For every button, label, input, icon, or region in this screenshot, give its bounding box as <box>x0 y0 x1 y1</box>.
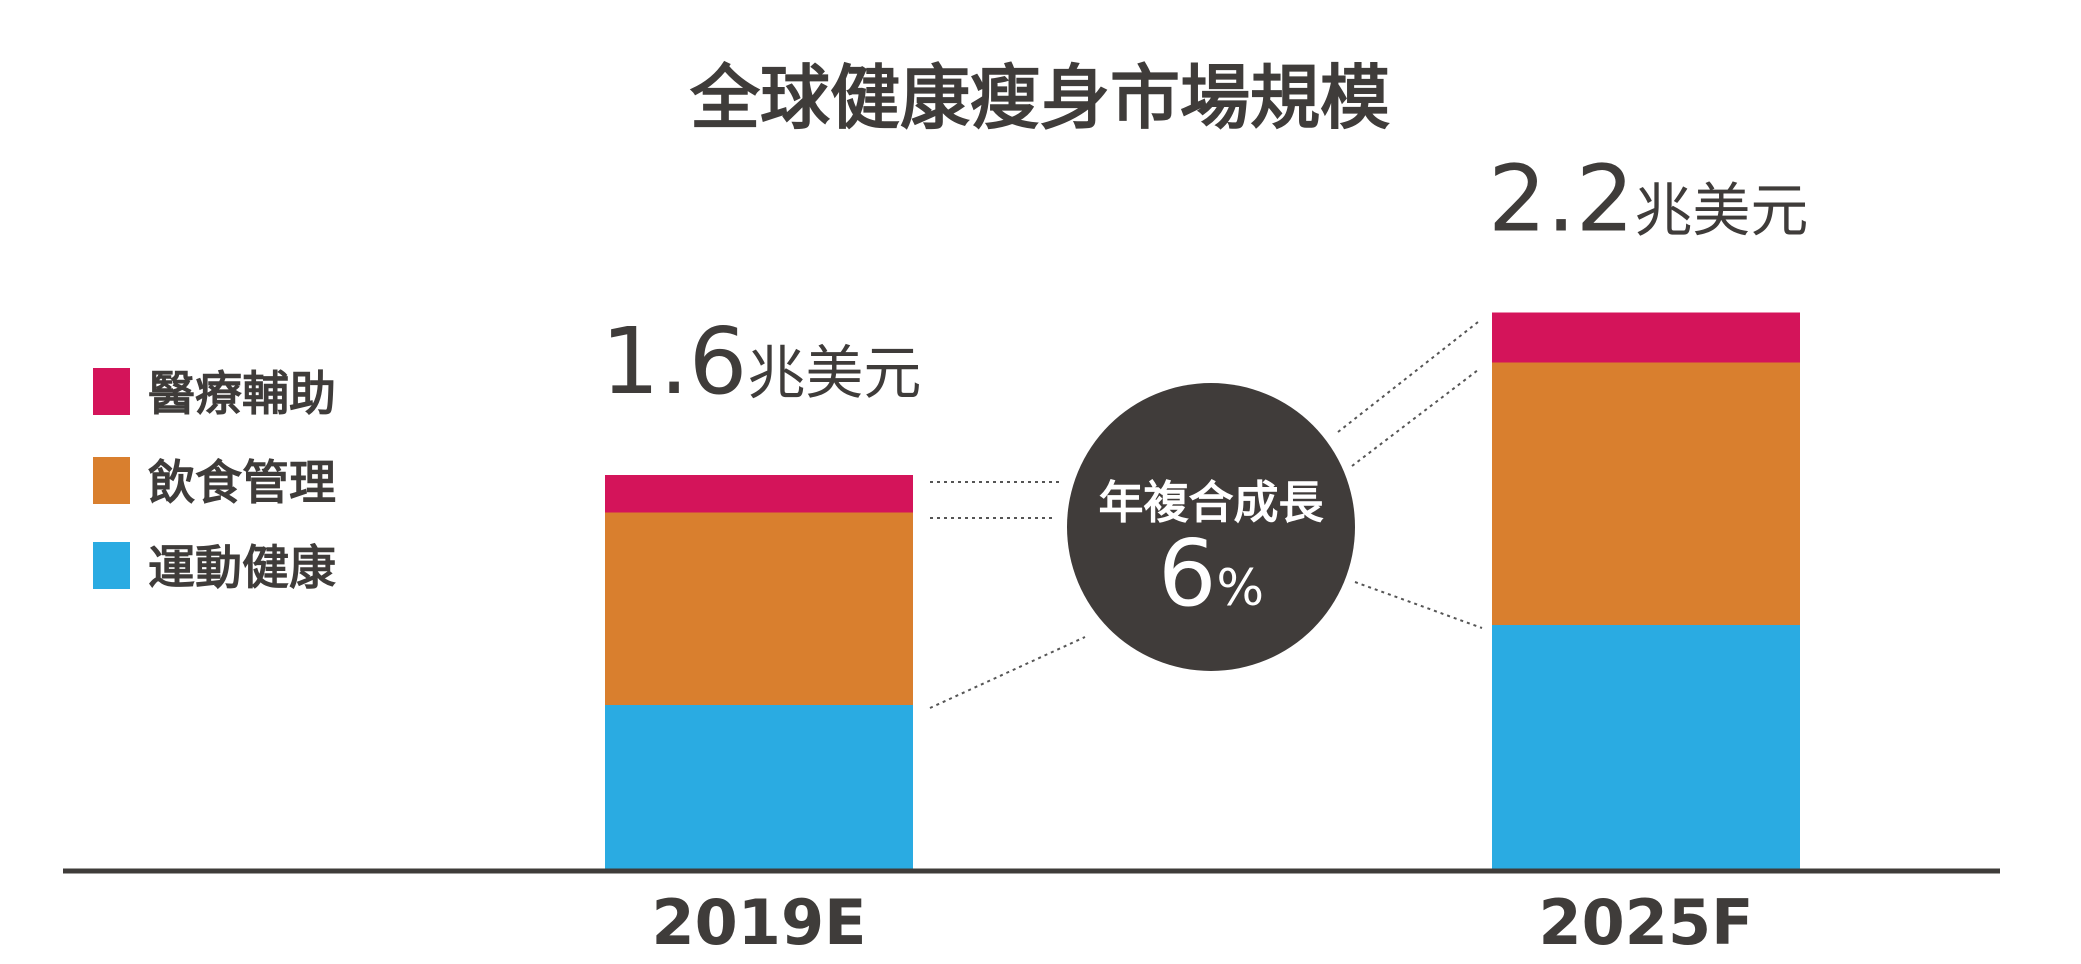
legend-label-exercise: 運動健康 <box>148 541 336 596</box>
connector-lines <box>929 321 1483 709</box>
bars-group <box>605 312 1800 870</box>
bar-2019E-exercise <box>605 705 913 870</box>
connector-line <box>1351 369 1479 467</box>
total-value: 2.2 <box>1488 146 1634 253</box>
bar-2025F-exercise <box>1492 625 1800 870</box>
legend-item-exercise: 運動健康 <box>93 541 336 596</box>
legend-label-diet: 飲食管理 <box>148 456 336 511</box>
x-axis-labels: 2019E 2025F <box>652 886 1754 959</box>
legend-swatch-diet <box>93 457 130 504</box>
chart-title: 全球健康瘦身市場規模 <box>689 57 1390 139</box>
legend-swatch-medical <box>93 368 130 415</box>
legend-item-diet: 飲食管理 <box>93 456 336 511</box>
cagr-circle <box>1067 383 1355 671</box>
bar-2025F-diet <box>1492 362 1800 625</box>
legend-swatch-exercise <box>93 542 130 589</box>
total-unit: 兆美元 <box>1634 177 1808 245</box>
connector-line <box>1354 581 1483 629</box>
legend-item-medical: 醫療輔助 <box>93 367 336 422</box>
connector-line <box>1337 321 1479 433</box>
total-value: 1.6 <box>601 308 747 415</box>
bar-2019E-medical <box>605 475 913 513</box>
cagr-percent-sign: % <box>1217 559 1265 617</box>
x-tick-label-2019E: 2019E <box>652 886 867 959</box>
cagr-number: 6 <box>1158 520 1217 627</box>
cagr-badge: 年複合成長 6% <box>1067 383 1355 671</box>
connector-line <box>929 636 1086 709</box>
x-tick-label-2025F: 2025F <box>1539 886 1754 959</box>
cagr-label: 年複合成長 <box>1098 476 1324 529</box>
total-label-2019E: 1.6兆美元 <box>601 308 921 415</box>
bar-2019E-diet <box>605 512 913 705</box>
legend-label-medical: 醫療輔助 <box>148 367 336 422</box>
bar-2025F-medical <box>1492 312 1800 363</box>
legend: 醫療輔助 飲食管理 運動健康 <box>93 367 336 596</box>
cagr-value: 6% <box>1158 520 1264 627</box>
total-unit: 兆美元 <box>747 339 921 407</box>
total-label-2025F: 2.2兆美元 <box>1488 146 1808 253</box>
